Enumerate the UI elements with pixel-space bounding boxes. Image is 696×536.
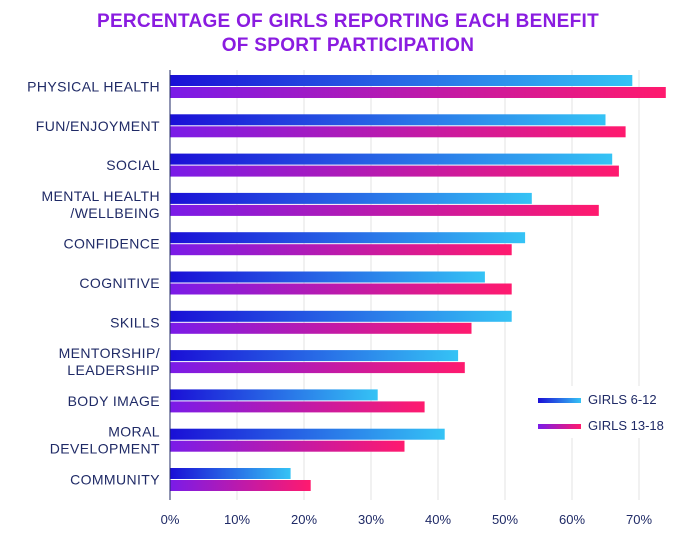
- category-label: MENTAL HEALTH: [41, 188, 160, 204]
- bar-girls-6-12: [170, 192, 532, 204]
- category-label: PHYSICAL HEALTH: [27, 79, 160, 95]
- x-tick-label: 30%: [358, 512, 384, 527]
- bar-girls-6-12: [170, 114, 606, 126]
- category-label: MENTORSHIP/: [59, 345, 160, 361]
- x-tick-label: 50%: [492, 512, 518, 527]
- category-label: FUN/ENJOYMENT: [36, 118, 160, 134]
- category-label: DEVELOPMENT: [50, 441, 160, 457]
- x-tick-label: 0%: [161, 512, 180, 527]
- x-tick-labels: 0% 10% 20% 30% 40% 50% 60% 70%: [161, 512, 653, 527]
- category-labels: PHYSICAL HEALTH FUN/ENJOYMENT SOCIAL MENTAL…: [27, 79, 160, 488]
- x-tick-label: 10%: [224, 512, 250, 527]
- chart-title-line-1: PERCENTAGE OF GIRLS REPORTING EACH BENEF…: [96, 11, 600, 32]
- bar-girls-13-18: [170, 283, 512, 295]
- bar-girls-6-12: [170, 75, 633, 86]
- bar-girls-13-18: [170, 362, 465, 374]
- bar-girls-13-18: [170, 165, 619, 177]
- legend-background: [528, 386, 668, 438]
- chart-title: PERCENTAGE OF GIRLS REPORTING EACH BENEF…: [0, 10, 696, 58]
- bar-girls-6-12: [170, 350, 459, 362]
- bar-girls-6-12: [170, 428, 445, 440]
- category-label: COMMUNITY: [70, 472, 160, 488]
- category-label: /WELLBEING: [70, 205, 160, 221]
- bar-girls-6-12: [170, 389, 378, 401]
- bar-girls-13-18: [170, 244, 512, 256]
- legend-swatch: [538, 424, 581, 429]
- bar-girls-13-18: [170, 204, 599, 216]
- bar-girls-13-18: [170, 440, 405, 452]
- chart-title-line-2: OF SPORT PARTICIPATION: [221, 35, 475, 56]
- legend-swatch: [538, 398, 581, 403]
- category-label: LEADERSHIP: [67, 362, 160, 378]
- legend-label: GIRLS 13-18: [588, 418, 664, 433]
- bar-girls-13-18: [170, 322, 472, 334]
- category-label: COGNITIVE: [79, 275, 160, 291]
- category-label: SOCIAL: [106, 157, 160, 173]
- category-label: CONFIDENCE: [63, 236, 160, 252]
- bar-girls-6-12: [170, 153, 613, 165]
- bar-girls-6-12: [170, 310, 512, 322]
- bar-girls-13-18: [170, 126, 626, 138]
- x-tick-label: 60%: [559, 512, 585, 527]
- legend: GIRLS 6-12 GIRLS 13-18: [528, 386, 668, 438]
- bar-girls-6-12: [170, 232, 526, 244]
- bar-girls-13-18: [170, 87, 666, 98]
- category-label: SKILLS: [110, 314, 160, 330]
- legend-label: GIRLS 6-12: [588, 392, 657, 407]
- x-tick-label: 40%: [425, 512, 451, 527]
- x-tick-label: 20%: [291, 512, 317, 527]
- bar-girls-13-18: [170, 480, 311, 491]
- category-label: BODY IMAGE: [68, 393, 160, 409]
- bar-girls-6-12: [170, 271, 485, 283]
- bar-girls-6-12: [170, 468, 291, 479]
- bar-girls-13-18: [170, 401, 425, 413]
- x-tick-label: 70%: [626, 512, 652, 527]
- bars: [170, 75, 666, 491]
- category-label: MORAL: [108, 424, 160, 440]
